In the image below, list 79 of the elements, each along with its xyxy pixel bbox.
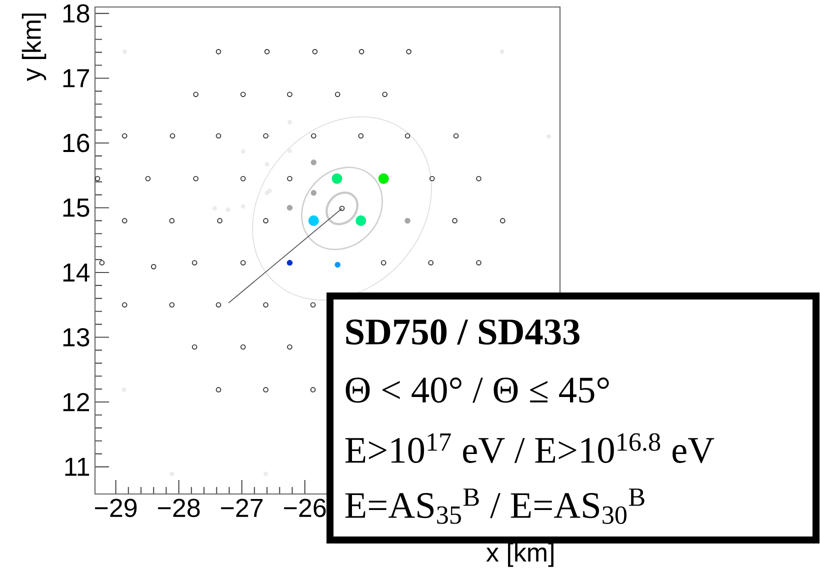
point [358, 49, 364, 54]
point [287, 92, 292, 98]
point [216, 387, 222, 392]
point [263, 302, 268, 308]
annotation: Θ < 40° / Θ ≤ 45° [346, 378, 609, 403]
point [122, 218, 128, 224]
point [263, 387, 268, 392]
point [240, 92, 246, 98]
x-tick-label: −27 [221, 498, 263, 517]
point [406, 49, 412, 54]
y-tick-label: 16 [63, 134, 90, 152]
point [287, 344, 292, 350]
point [308, 215, 319, 226]
annotation: E>10$^{17}$ eV / E>10$^{16.8}$ eV [345, 433, 714, 464]
point [378, 173, 389, 184]
point [169, 218, 175, 224]
point [334, 92, 340, 98]
x-axis-title: x [km] [486, 542, 554, 567]
point [192, 260, 198, 266]
point [150, 264, 156, 270]
annotation: E=AS$_{35}$$^{B}$ / E=AS$_{30}$B [345, 488, 644, 524]
point [452, 218, 458, 224]
point [122, 133, 128, 139]
point [310, 302, 316, 308]
point [192, 344, 198, 350]
point [476, 260, 482, 266]
point [429, 176, 435, 182]
point [264, 49, 270, 54]
point [216, 302, 222, 308]
point [356, 215, 366, 226]
point [404, 133, 410, 139]
point [240, 344, 246, 350]
point [476, 176, 482, 182]
point [334, 262, 340, 268]
x-tick-label: −28 [158, 498, 200, 518]
y-tick-label: 17 [63, 69, 89, 88]
point [193, 92, 198, 98]
point [94, 176, 100, 182]
point [428, 260, 434, 266]
y-axis-title: y [km] [22, 14, 46, 81]
point [216, 133, 222, 139]
point [122, 302, 128, 308]
x-tick-label: −26 [284, 498, 326, 518]
point [286, 260, 293, 266]
point [312, 49, 318, 54]
annotation: SD750 / SD433 [346, 319, 580, 345]
point [380, 260, 386, 266]
point [310, 133, 316, 139]
y-tick-label: 12 [63, 392, 89, 412]
point [287, 148, 292, 154]
point [287, 176, 292, 182]
point [382, 92, 388, 98]
y-tick-label: 18 [63, 4, 90, 23]
point [310, 387, 316, 392]
point [99, 260, 105, 266]
point [216, 49, 222, 54]
y-tick-label: 14 [63, 264, 90, 282]
point [339, 206, 345, 212]
point [500, 218, 506, 224]
point [240, 176, 246, 182]
y-tick-label: 11 [65, 458, 90, 476]
point [286, 204, 293, 211]
point [404, 218, 410, 224]
point [193, 176, 198, 182]
point [310, 190, 317, 196]
point [263, 133, 268, 139]
point [453, 133, 459, 139]
point [217, 218, 222, 224]
x-tick-label: −29 [95, 498, 137, 518]
point [145, 176, 151, 182]
y-tick-label: 15 [63, 198, 90, 217]
point [310, 160, 317, 166]
point [169, 302, 175, 308]
point [332, 173, 342, 184]
point [263, 218, 268, 224]
y-tick-label: 13 [63, 328, 90, 346]
point [240, 260, 246, 266]
point [358, 133, 364, 139]
point [170, 133, 176, 139]
